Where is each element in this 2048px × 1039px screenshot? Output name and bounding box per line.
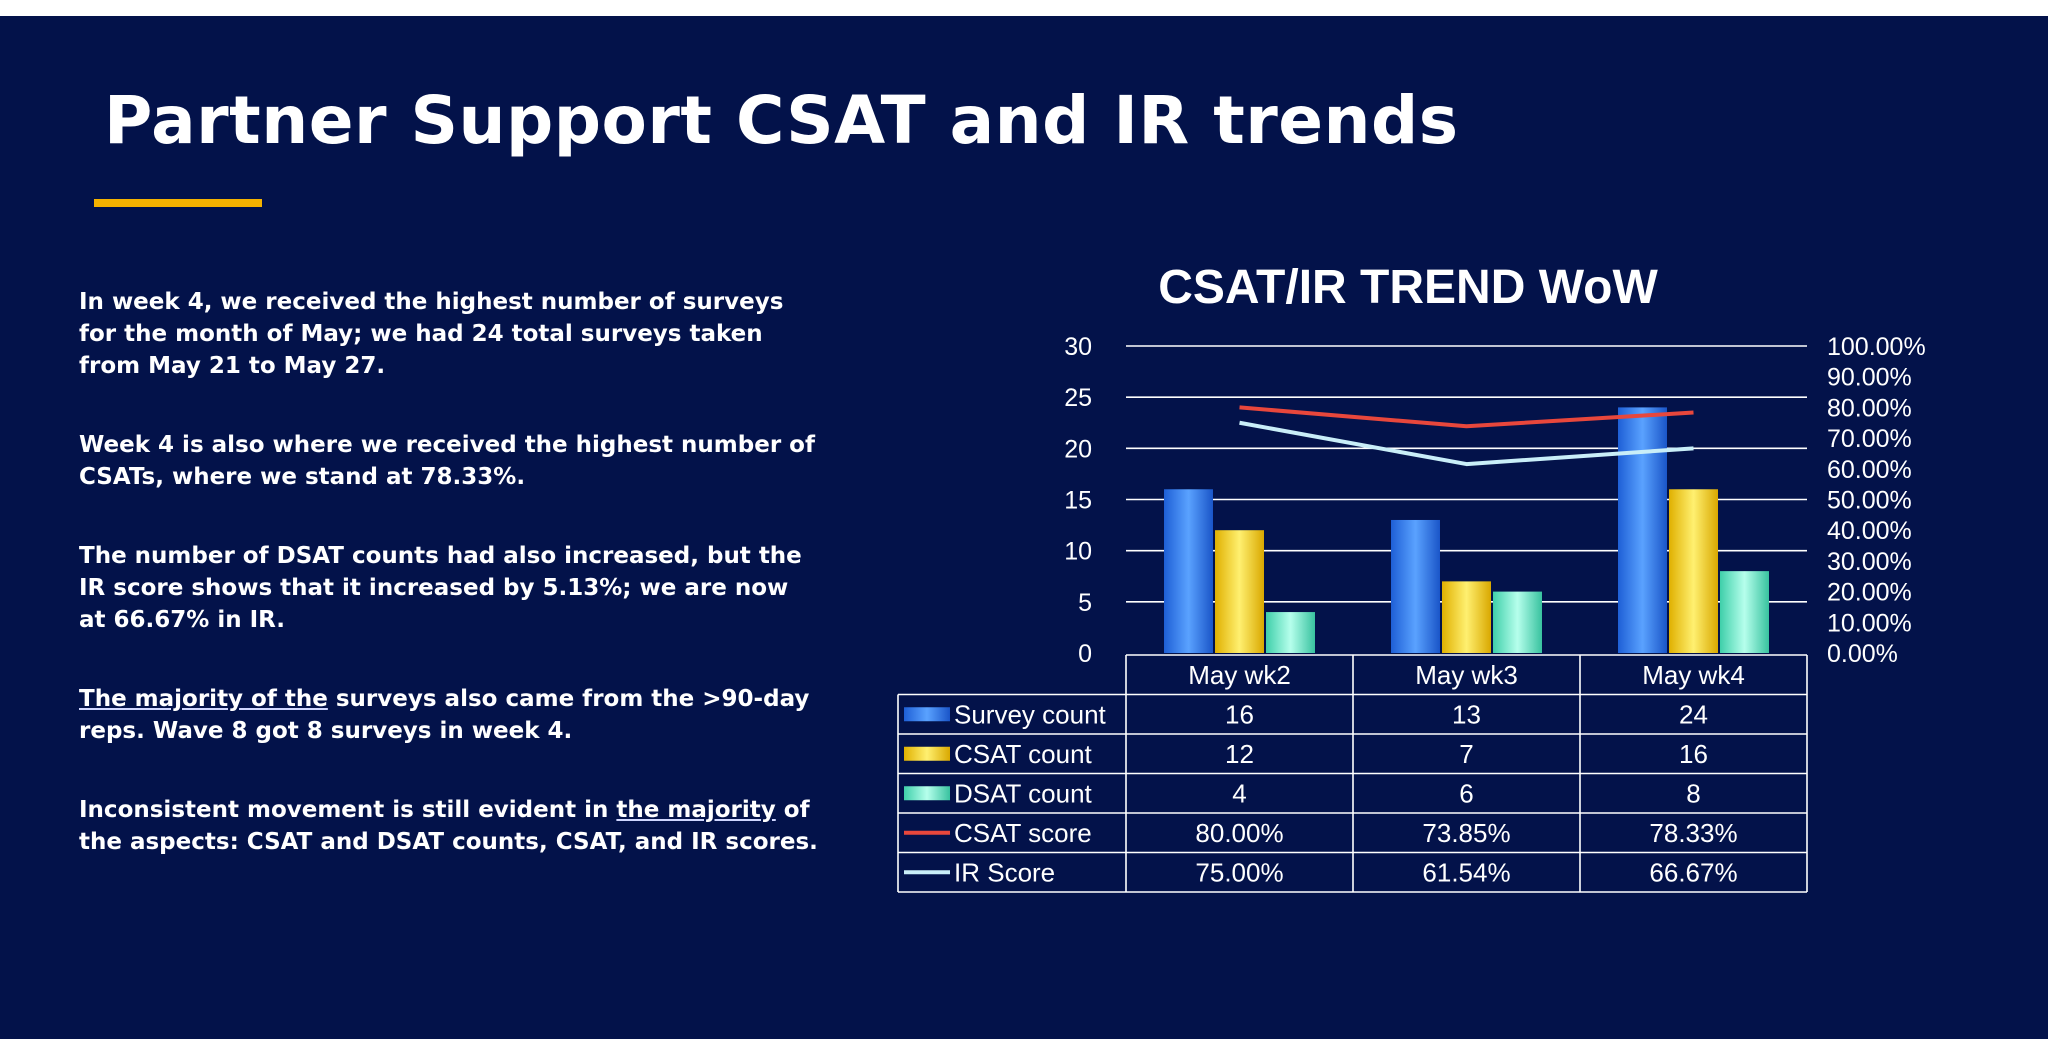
title-accent-bar bbox=[94, 199, 262, 207]
x-category-label: May wk2 bbox=[1188, 660, 1291, 690]
y2-tick-label: 80.00% bbox=[1827, 394, 1912, 422]
bar-survey-count-may-wk3 bbox=[1391, 519, 1440, 653]
bar-dsat-count-may-wk2 bbox=[1266, 612, 1315, 653]
data-label: 4 bbox=[1232, 778, 1246, 808]
data-label: 80.00% bbox=[1195, 818, 1283, 848]
data-label: 24 bbox=[1679, 699, 1708, 729]
data-label: 7 bbox=[1459, 739, 1473, 769]
y2-tick-label: 90.00% bbox=[1827, 364, 1912, 392]
data-label: 16 bbox=[1225, 699, 1254, 729]
paragraph-5: Inconsistent movement is still evident i… bbox=[79, 794, 819, 858]
data-label: 13 bbox=[1452, 699, 1481, 729]
legend-label-ir-score: IR Score bbox=[954, 857, 1055, 887]
y-tick-label: 20 bbox=[1064, 435, 1092, 463]
y2-tick-label: 70.00% bbox=[1827, 425, 1912, 453]
bar-survey-count-may-wk2 bbox=[1164, 489, 1213, 653]
y2-tick-label: 0.00% bbox=[1827, 640, 1898, 668]
data-label: 16 bbox=[1679, 739, 1708, 769]
legend-label-dsat-count: DSAT count bbox=[954, 778, 1093, 808]
y-tick-label: 10 bbox=[1064, 538, 1092, 566]
x-category-label: May wk4 bbox=[1642, 660, 1745, 690]
bar-dsat-count-may-wk3 bbox=[1493, 591, 1542, 653]
data-label: 12 bbox=[1225, 739, 1254, 769]
data-label: 66.67% bbox=[1649, 857, 1737, 887]
legend-key-dsat-count bbox=[904, 786, 950, 801]
x-category-label: May wk3 bbox=[1415, 660, 1518, 690]
y-tick-label: 30 bbox=[1064, 333, 1092, 361]
bar-survey-count-may-wk4 bbox=[1618, 407, 1667, 653]
bar-csat-count-may-wk3 bbox=[1442, 581, 1491, 653]
paragraph-2: Week 4 is also where we received the hig… bbox=[79, 432, 815, 490]
legend-key-survey-count bbox=[904, 707, 950, 722]
data-label: 78.33% bbox=[1649, 818, 1737, 848]
slide-title: Partner Support CSAT and IR trends bbox=[104, 82, 1459, 159]
y2-tick-label: 20.00% bbox=[1827, 579, 1912, 607]
data-label: 73.85% bbox=[1422, 818, 1510, 848]
paragraph-5-underlined: the majority bbox=[616, 797, 776, 823]
y2-tick-label: 30.00% bbox=[1827, 548, 1912, 576]
line-csat-score bbox=[1239, 405, 1694, 429]
legend-label-csat-score: CSAT score bbox=[954, 818, 1092, 848]
bar-dsat-count-may-wk4 bbox=[1720, 571, 1769, 653]
data-label: 75.00% bbox=[1195, 857, 1283, 887]
y2-tick-label: 60.00% bbox=[1827, 456, 1912, 484]
y-tick-label: 25 bbox=[1064, 384, 1092, 412]
chart-title: CSAT/IR TREND WoW bbox=[1158, 261, 1658, 314]
paragraph-3: The number of DSAT counts had also incre… bbox=[79, 543, 802, 633]
bar-csat-count-may-wk2 bbox=[1215, 530, 1264, 653]
line-ir-score bbox=[1239, 420, 1694, 467]
paragraph-5-rest: of the aspects: CSAT and DSAT counts, CS… bbox=[79, 797, 818, 855]
data-label: 8 bbox=[1686, 778, 1700, 808]
legend-key-csat-count bbox=[904, 746, 950, 761]
legend-label-csat-count: CSAT count bbox=[954, 739, 1093, 769]
y2-tick-label: 50.00% bbox=[1827, 487, 1912, 515]
y2-tick-label: 10.00% bbox=[1827, 609, 1912, 637]
paragraph-4-underlined: The majority of the bbox=[79, 686, 328, 712]
y2-tick-label: 100.00% bbox=[1827, 333, 1926, 361]
legend-label-survey-count: Survey count bbox=[954, 699, 1107, 729]
bar-csat-count-may-wk4 bbox=[1669, 489, 1718, 653]
y2-tick-label: 40.00% bbox=[1827, 517, 1912, 545]
y-tick-label: 0 bbox=[1078, 640, 1092, 668]
summary-text: In week 4, we received the highest numbe… bbox=[79, 286, 819, 905]
paragraph-5-start: Inconsistent movement is still evident i… bbox=[79, 797, 617, 823]
data-label: 6 bbox=[1459, 778, 1473, 808]
paragraph-4-rest: surveys also came from the >90-day reps.… bbox=[79, 686, 810, 744]
y-tick-label: 5 bbox=[1078, 589, 1092, 617]
y-tick-label: 15 bbox=[1064, 487, 1092, 515]
paragraph-1: In week 4, we received the highest numbe… bbox=[79, 289, 784, 379]
paragraph-4: The majority of the surveys also came fr… bbox=[79, 683, 819, 747]
data-label: 61.54% bbox=[1422, 857, 1510, 887]
